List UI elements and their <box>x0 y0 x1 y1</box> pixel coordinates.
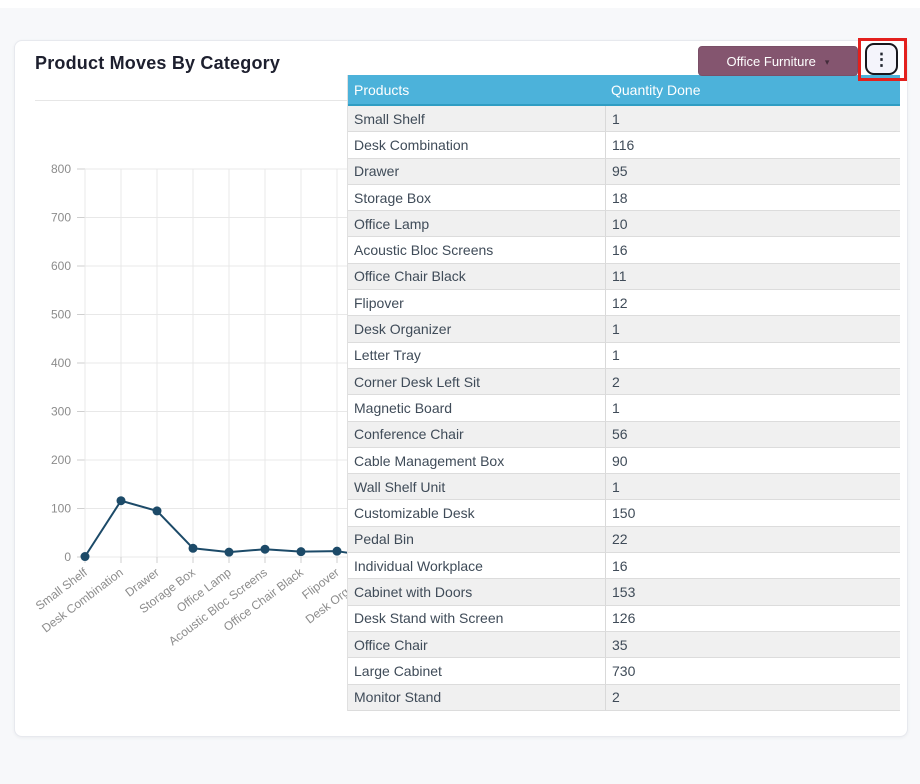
product-cell: Letter Tray <box>348 342 605 369</box>
quantity-cell: 126 <box>605 605 900 632</box>
product-cell: Flipover <box>348 290 605 317</box>
table-row: Corner Desk Left Sit 2 <box>348 368 900 396</box>
data-point[interactable] <box>332 546 342 556</box>
table-row: Desk Stand with Screen 126 <box>348 605 900 632</box>
svg-text:600: 600 <box>51 259 71 273</box>
quantity-cell: 730 <box>605 658 900 685</box>
product-cell: Acoustic Bloc Screens <box>348 237 605 264</box>
quantity-cell: 1 <box>605 395 900 422</box>
data-point[interactable] <box>152 506 162 516</box>
product-cell: Office Chair Black <box>348 263 605 291</box>
product-cell: Office Chair <box>348 631 605 659</box>
data-point[interactable] <box>260 544 270 554</box>
table-row: Customizable Desk 150 <box>348 500 900 527</box>
table-row: Small Shelf 1 <box>348 106 900 133</box>
quantity-table: Products Quantity Done Small Shelf 1 Desk C… <box>347 75 900 711</box>
quantity-cell: 2 <box>605 684 900 711</box>
table-row: Individual Workplace 16 <box>348 553 900 580</box>
data-point[interactable] <box>224 547 234 557</box>
svg-text:800: 800 <box>51 162 71 176</box>
quantity-cell: 56 <box>605 421 900 448</box>
product-cell: Customizable Desk <box>348 500 605 527</box>
table-row: Office Chair Black 11 <box>348 263 900 291</box>
product-cell: Magnetic Board <box>348 395 605 422</box>
category-filter-button[interactable]: Office Furniture ▾ <box>698 46 858 76</box>
product-cell: Pedal Bin <box>348 526 605 554</box>
table-row: Letter Tray 1 <box>348 342 900 369</box>
quantity-cell: 116 <box>605 132 900 159</box>
product-cell: Cabinet with Doors <box>348 579 605 606</box>
product-cell: Wall Shelf Unit <box>348 474 605 501</box>
product-cell: Large Cabinet <box>348 658 605 685</box>
quantity-cell: 1 <box>605 474 900 501</box>
dashboard-card: Product Moves By Category 0 100 200 300 400 5… <box>14 38 908 737</box>
quantity-cell: 150 <box>605 500 900 527</box>
product-cell: Desk Combination <box>348 132 605 159</box>
card-title: Product Moves By Category <box>35 53 281 73</box>
quantity-cell: 16 <box>605 553 900 580</box>
table-row: Large Cabinet 730 <box>348 658 900 685</box>
data-point[interactable] <box>116 496 126 506</box>
svg-text:300: 300 <box>51 405 71 419</box>
table-row: Wall Shelf Unit 1 <box>348 474 900 501</box>
table-row: Pedal Bin 22 <box>348 526 900 554</box>
svg-text:500: 500 <box>51 308 71 322</box>
quantity-cell: 153 <box>605 579 900 606</box>
quantity-cell: 90 <box>605 447 900 475</box>
quantity-cell: 10 <box>605 211 900 238</box>
table-row: Conference Chair 56 <box>348 421 900 448</box>
table-row: Drawer 95 <box>348 158 900 185</box>
product-cell: Desk Stand with Screen <box>348 605 605 632</box>
product-cell: Individual Workplace <box>348 553 605 580</box>
svg-text:200: 200 <box>51 453 71 467</box>
quantity-cell: 1 <box>605 316 900 343</box>
quantity-cell: 95 <box>605 158 900 185</box>
product-cell: Drawer <box>348 158 605 185</box>
product-cell: Storage Box <box>348 184 605 212</box>
table-header-row: Products Quantity Done <box>348 75 900 106</box>
top-strip <box>0 0 920 8</box>
table-row: Office Chair 35 <box>348 631 900 659</box>
table-row: Flipover 12 <box>348 290 900 317</box>
category-filter-label: Office Furniture <box>726 53 816 69</box>
product-cell: Desk Organizer <box>348 316 605 343</box>
y-axis-labels: 0 100 200 300 400 500 600 700 800 <box>51 162 71 564</box>
table-row: Storage Box 18 <box>348 184 900 212</box>
product-cell: Corner Desk Left Sit <box>348 368 605 396</box>
kebab-icon: ⋮ <box>873 49 890 69</box>
product-cell: Monitor Stand <box>348 684 605 711</box>
quantity-cell: 16 <box>605 237 900 264</box>
svg-text:100: 100 <box>51 502 71 516</box>
product-cell: Small Shelf <box>348 106 605 133</box>
table-row: Desk Combination 116 <box>348 132 900 159</box>
quantity-column-header: Quantity Done <box>605 75 900 106</box>
table-row: Cabinet with Doors 153 <box>348 579 900 606</box>
quantity-cell: 12 <box>605 290 900 317</box>
quantity-cell: 22 <box>605 526 900 554</box>
quantity-cell: 2 <box>605 368 900 396</box>
product-cell: Cable Management Box <box>348 447 605 475</box>
svg-text:0: 0 <box>64 550 71 564</box>
product-cell: Office Lamp <box>348 211 605 238</box>
quantity-cell: 1 <box>605 106 900 133</box>
quantity-cell: 1 <box>605 342 900 369</box>
table-row: Magnetic Board 1 <box>348 395 900 422</box>
product-cell: Conference Chair <box>348 421 605 448</box>
svg-text:400: 400 <box>51 356 71 370</box>
table-row: Monitor Stand 2 <box>348 684 900 711</box>
data-point[interactable] <box>188 543 198 553</box>
table-row: Acoustic Bloc Screens 16 <box>348 237 900 264</box>
data-point[interactable] <box>80 552 90 562</box>
table-row: Cable Management Box 90 <box>348 447 900 475</box>
data-point[interactable] <box>296 547 306 557</box>
table-row: Office Lamp 10 <box>348 211 900 238</box>
quantity-cell: 18 <box>605 184 900 212</box>
caret-down-icon: ▾ <box>824 56 830 67</box>
svg-text:700: 700 <box>51 211 71 225</box>
quantity-cell: 35 <box>605 631 900 659</box>
more-options-button[interactable]: ⋮ <box>865 43 898 75</box>
quantity-cell: 11 <box>605 263 900 291</box>
table-row: Desk Organizer 1 <box>348 316 900 343</box>
products-column-header: Products <box>348 75 605 106</box>
